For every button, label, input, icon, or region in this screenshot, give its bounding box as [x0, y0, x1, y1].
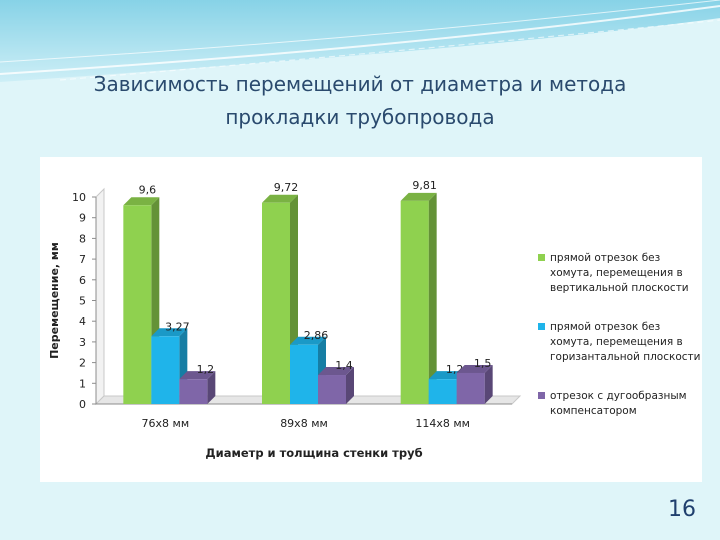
bar-chart: 0 1 2 3 4 5 6 7 8 9 10 Перемещение, мм 9,6 3,27 1,2 76x… [48, 179, 700, 460]
bar-top [179, 371, 216, 380]
legend-label: компенсатором [550, 405, 637, 417]
data-label: 3,27 [165, 320, 190, 333]
y-tick-label: 7 [79, 253, 86, 266]
x-tick-label: 89x8 мм [280, 417, 328, 430]
header-wave-line [59, 19, 720, 81]
bar [290, 344, 318, 404]
data-label: 1,2 [197, 363, 215, 376]
slide-title: Зависимость перемещений от диаметра и ме… [20, 68, 700, 134]
bar [456, 372, 485, 404]
bar [123, 205, 152, 404]
legend-swatch [538, 254, 545, 261]
y-tick-label: 2 [79, 357, 86, 370]
data-label: 9,6 [139, 183, 157, 196]
data-label: 9,81 [412, 179, 437, 192]
bar-top [428, 371, 465, 380]
legend-label: хомута, перемещения в [550, 267, 683, 279]
legend-label: горизантальной плоскости [550, 351, 700, 363]
slide-title-line: прокладки трубопровода [225, 105, 495, 129]
data-label: 1,5 [474, 357, 492, 370]
legend-label: отрезок с дугообразным [550, 390, 687, 402]
bar-top [151, 328, 188, 337]
bar [400, 200, 429, 404]
data-label: 2,86 [304, 329, 329, 342]
bar-side [428, 192, 437, 404]
y-tick-label: 4 [79, 315, 86, 328]
chart-panel: 0 1 2 3 4 5 6 7 8 9 10 Перемещение, мм 9,6 3,27 1,2 76x… [40, 157, 702, 482]
legend-label: хомута, перемещения в [550, 336, 683, 348]
y-tick-label: 10 [72, 191, 86, 204]
bar-side [207, 371, 216, 404]
header-wave-line [0, 5, 720, 75]
slide-title-line: Зависимость перемещений от диаметра и ме… [93, 72, 627, 96]
header-wave-line [0, 0, 720, 63]
y-tick-label: 3 [79, 336, 86, 349]
bar [151, 336, 180, 404]
legend-swatch [538, 323, 545, 330]
bar-top [456, 364, 493, 373]
bar [318, 375, 346, 404]
data-label: 1,4 [335, 359, 353, 372]
legend-label: прямой отрезок без [550, 252, 660, 264]
legend-label: вертикальной плоскости [550, 282, 689, 294]
legend-swatch [538, 392, 545, 399]
bar-side [346, 367, 354, 404]
bar-top [290, 336, 326, 345]
bar-top [123, 197, 160, 206]
chart-side-wall [95, 187, 105, 406]
bar-top [400, 192, 437, 201]
x-axis-title: Диаметр и толщина стенки труб [205, 446, 422, 460]
y-axis-title: Перемещение, мм [48, 242, 61, 359]
page-number: 16 [668, 497, 696, 522]
y-tick-label: 8 [79, 232, 86, 245]
bar-side [484, 364, 493, 404]
bar [179, 379, 208, 404]
bar-top [318, 367, 354, 376]
bar [262, 202, 290, 404]
bar [428, 379, 457, 404]
y-tick-label: 0 [79, 398, 86, 411]
bar-top [262, 194, 298, 203]
y-tick-label: 6 [79, 274, 86, 287]
y-tick-label: 1 [79, 377, 86, 390]
y-tick-label: 9 [79, 212, 86, 225]
x-tick-label: 114x8 мм [415, 417, 470, 430]
legend-label: прямой отрезок без [550, 321, 660, 333]
data-label: 9,72 [274, 181, 299, 194]
x-tick-label: 76x8 мм [142, 417, 190, 430]
y-tick-label: 5 [79, 295, 86, 308]
